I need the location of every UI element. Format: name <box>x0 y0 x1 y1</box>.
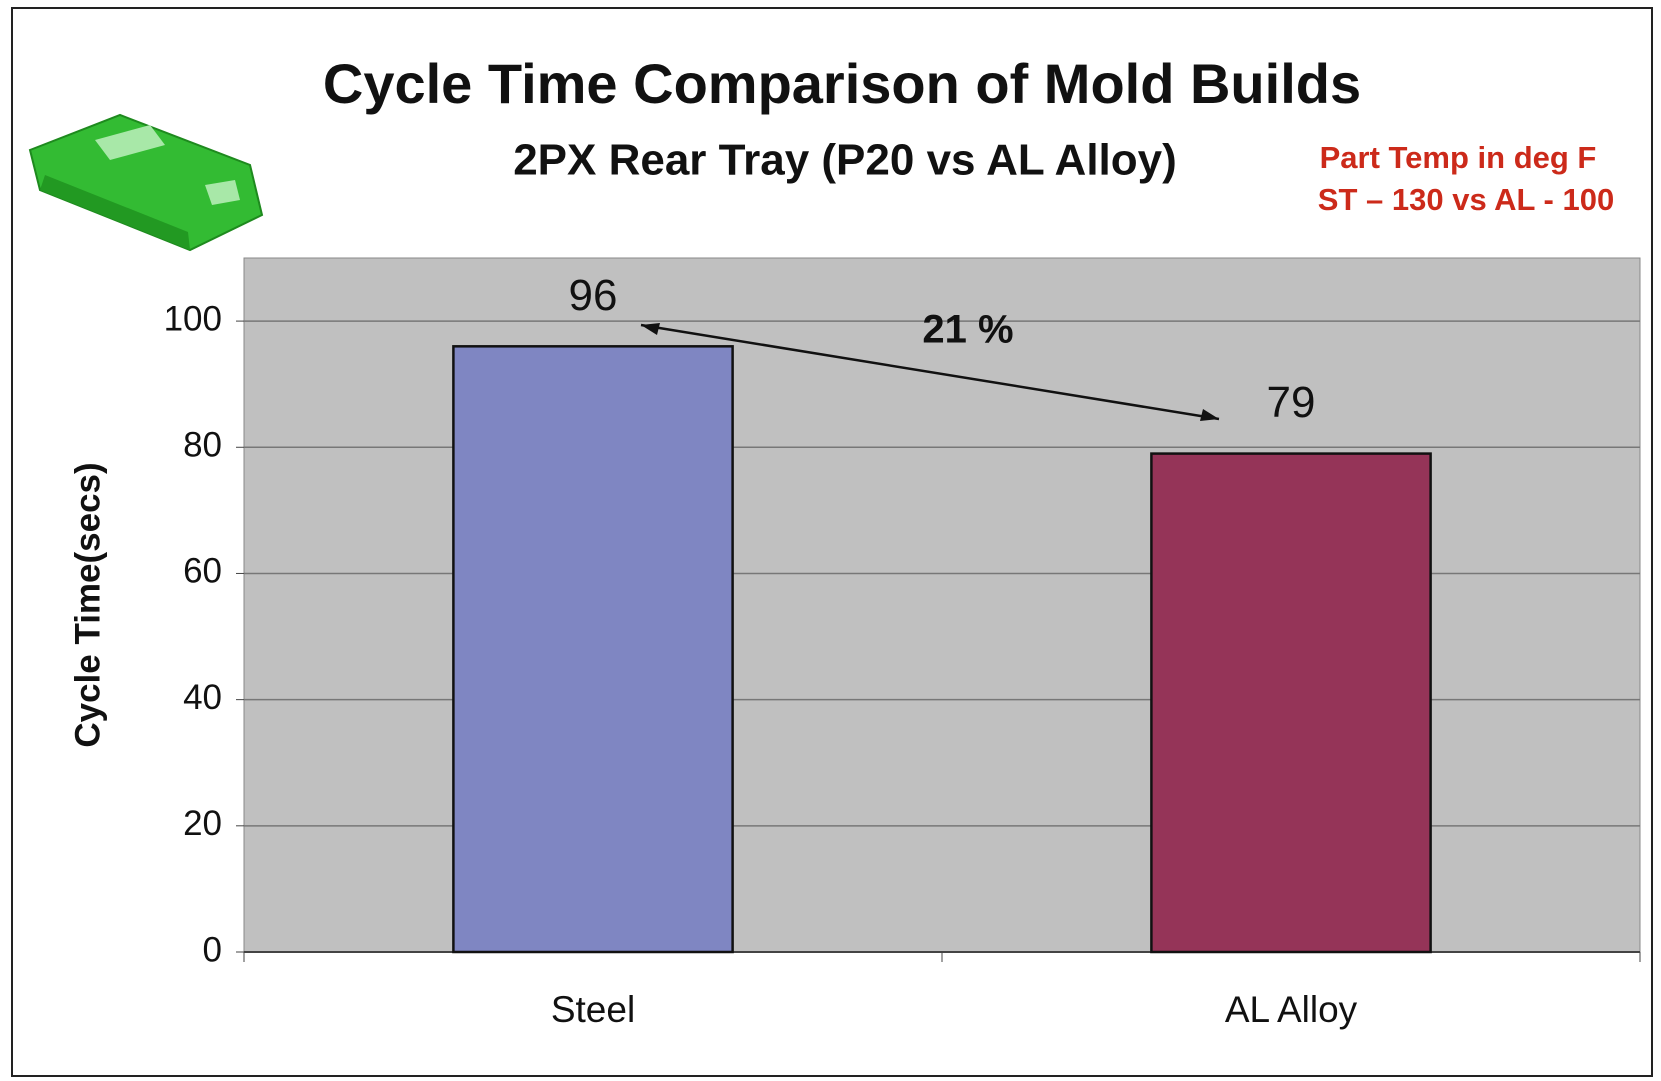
y-axis-label: Cycle Time(secs) <box>68 462 107 747</box>
chart-title: Cycle Time Comparison of Mold Builds <box>323 52 1361 115</box>
chart: Cycle Time Comparison of Mold Builds 2PX… <box>0 0 1661 1081</box>
chart-subtitle: 2PX Rear Tray (P20 vs AL Alloy) <box>513 136 1177 185</box>
bar <box>453 346 732 952</box>
y-tick-label: 100 <box>164 299 222 338</box>
data-label: 79 <box>1267 378 1316 427</box>
y-tick-label: 0 <box>203 930 222 969</box>
y-tick-label: 20 <box>183 804 222 843</box>
y-tick-label: 80 <box>183 426 222 465</box>
annotation: 21 % <box>922 308 1013 352</box>
annotation: Part Temp in deg F <box>1320 140 1597 175</box>
bar <box>1151 454 1430 952</box>
page: {"chart_data": {"type": "bar", "title": … <box>0 0 1661 1081</box>
x-tick-label: Steel <box>551 989 635 1030</box>
annotation: ST – 130 vs AL - 100 <box>1318 182 1614 217</box>
y-tick-label: 60 <box>183 552 222 591</box>
data-label: 96 <box>569 271 618 320</box>
x-tick-label: AL Alloy <box>1225 989 1358 1030</box>
y-tick-label: 40 <box>183 678 222 717</box>
